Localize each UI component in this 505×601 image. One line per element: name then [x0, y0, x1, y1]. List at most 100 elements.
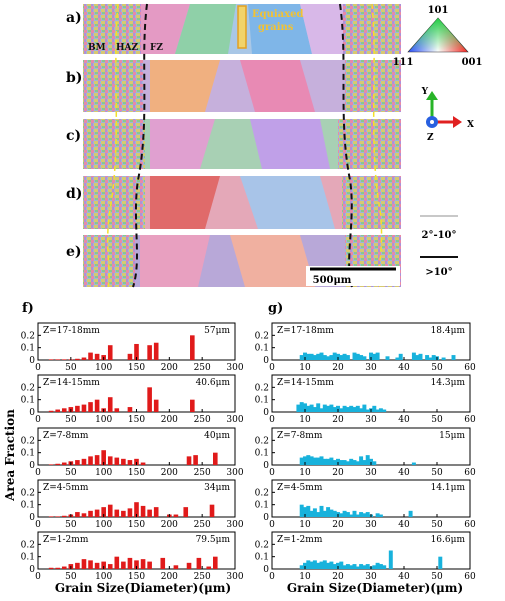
histogram-bar	[94, 399, 100, 412]
histogram-bar	[441, 357, 446, 360]
x-tick-label: 10	[299, 468, 311, 478]
histogram-panel: 00.10.20 10 20 30 40 50 60Z=14-15mm 14.3μm	[255, 374, 476, 425]
series-name-label: Z=7-8mm	[43, 431, 89, 441]
histogram-bar	[411, 462, 416, 465]
histogram-bar	[332, 460, 337, 465]
histogram-bar	[329, 404, 334, 412]
histogram-bar	[94, 509, 100, 517]
histogram-bar	[352, 407, 357, 412]
histogram-bar	[147, 387, 152, 412]
x-tick-label: 20	[332, 415, 344, 425]
histogram-bar	[319, 352, 324, 360]
histogram-bar	[312, 560, 317, 569]
histogram-bar	[312, 407, 317, 412]
histogram-bar	[355, 514, 360, 517]
histogram-bar	[431, 355, 436, 360]
histogram-bar	[336, 353, 340, 360]
histogram-bar	[306, 505, 311, 517]
histogram-bar	[322, 355, 327, 360]
x-tick-label: 100	[95, 468, 112, 478]
axis-label-z: Z	[427, 133, 434, 143]
histogram-bar	[352, 352, 357, 360]
histogram-bar	[336, 458, 340, 465]
histogram-bar	[362, 404, 367, 412]
histogram-bar	[147, 561, 152, 569]
histogram-bar	[319, 408, 324, 412]
histogram-bar	[425, 355, 430, 360]
x-tick-label: 60	[464, 520, 476, 530]
histogram-bar	[81, 458, 87, 465]
histogram-bar	[186, 562, 192, 569]
boundary-legend-label-low: 2°-10°	[421, 230, 456, 241]
y-tick-label: 0.1	[21, 344, 35, 354]
histogram-bar	[107, 456, 113, 465]
histogram-bar	[107, 397, 113, 412]
x-tick-label: 50	[65, 572, 77, 582]
histogram-bar	[362, 460, 367, 465]
x-tick-label: 300	[226, 415, 243, 425]
histogram-bar	[438, 556, 443, 569]
histogram-bar	[319, 561, 324, 569]
x-tick-label: 300	[226, 363, 243, 373]
x-tick-label: 300	[226, 572, 243, 582]
x-tick-label: 50	[431, 415, 443, 425]
histogram-bar	[349, 405, 354, 412]
histogram-bar	[411, 352, 416, 360]
histogram-bar	[173, 514, 179, 517]
series-name-label: Z=7-8mm	[277, 431, 323, 441]
histogram-bar	[372, 565, 377, 569]
histogram-bar	[316, 457, 321, 465]
x-tick-label: 10	[299, 415, 311, 425]
histogram-bar	[303, 352, 307, 360]
histogram-bar	[306, 560, 311, 569]
series-name-label: Z=14-15mm	[277, 378, 334, 388]
histogram-bar	[193, 455, 198, 465]
ebsd-map-b	[83, 60, 401, 112]
histogram-bar	[329, 355, 334, 360]
histogram-bar	[153, 507, 159, 517]
x-tick-label: 0	[35, 363, 41, 373]
x-tick-label: 20	[332, 572, 344, 582]
histogram-bar	[372, 461, 377, 465]
x-tick-label: 50	[431, 363, 443, 373]
equiaxed-label: Equiaxed grains	[252, 9, 303, 33]
y-tick-label: 0.2	[21, 540, 35, 550]
y-tick-label: 0	[263, 461, 269, 471]
histogram-bar	[372, 353, 377, 360]
histogram-bar	[107, 504, 113, 517]
histogram-bar	[332, 510, 337, 517]
histogram-bar	[418, 353, 423, 360]
histogram-bar	[326, 507, 331, 517]
histogram-bar	[322, 510, 327, 517]
zone-label-bm: BM	[88, 43, 106, 53]
histogram-bar	[121, 561, 126, 569]
series-name-label: Z=17-18mm	[43, 326, 100, 336]
histogram-bar	[326, 405, 331, 412]
histogram-bar	[306, 353, 311, 360]
histogram-bar	[355, 353, 360, 360]
chart-f-title: f)	[22, 301, 34, 316]
x-tick-label: 20	[332, 468, 344, 478]
histogram-bar	[451, 355, 456, 360]
histogram-bar	[121, 458, 126, 465]
y-tick-label: 0.1	[21, 553, 35, 563]
histogram-bar	[134, 560, 139, 569]
histogram-bar	[309, 353, 314, 360]
series-name-label: Z=4-5mm	[277, 483, 323, 493]
histogram-bar	[121, 510, 126, 517]
histogram-bar	[303, 507, 307, 517]
histogram-bar	[134, 458, 139, 465]
mean-size-annotation: 34μm	[204, 483, 230, 493]
y-tick-label: 0.1	[21, 449, 35, 459]
x-tick-label: 300	[226, 520, 243, 530]
histogram-bar	[88, 510, 93, 517]
chart-g: 00.10.20 10 20 30 40 50 60Z=17-18mm 18.4μm00.10…	[255, 322, 476, 582]
histogram-bar	[299, 457, 304, 465]
chart-g-title: g)	[268, 301, 283, 316]
histogram-bar	[339, 460, 344, 465]
histogram-bar	[153, 399, 159, 412]
histogram-bar	[355, 405, 360, 412]
histogram-bar	[140, 462, 146, 465]
